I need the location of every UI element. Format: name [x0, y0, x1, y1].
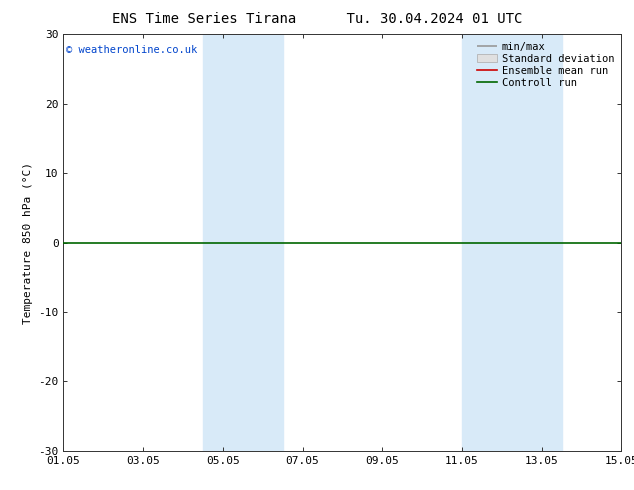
- Bar: [203, 34, 283, 451]
- Y-axis label: Temperature 850 hPa (°C): Temperature 850 hPa (°C): [23, 162, 33, 323]
- Text: © weatheronline.co.uk: © weatheronline.co.uk: [66, 45, 197, 55]
- Legend: min/max, Standard deviation, Ensemble mean run, Controll run: min/max, Standard deviation, Ensemble me…: [474, 40, 616, 90]
- Bar: [462, 34, 562, 451]
- Text: ENS Time Series Tirana      Tu. 30.04.2024 01 UTC: ENS Time Series Tirana Tu. 30.04.2024 01…: [112, 12, 522, 26]
